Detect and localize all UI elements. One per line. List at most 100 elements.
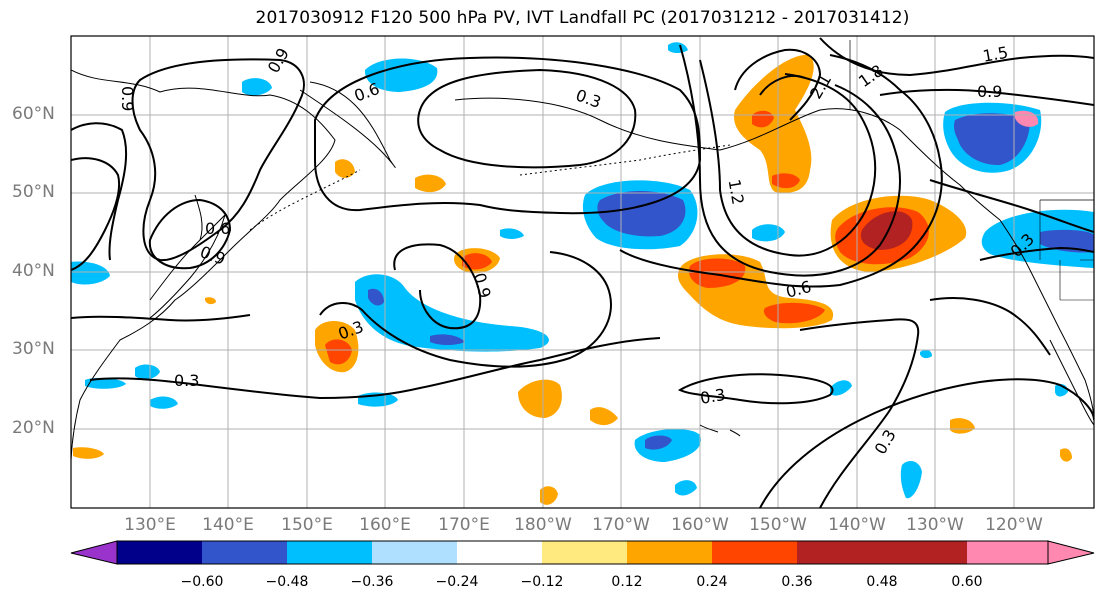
pos-anomaly-small-d <box>590 407 618 426</box>
contour-09-east <box>679 44 901 277</box>
contour-09-west-edge <box>71 122 128 261</box>
contour-09-canada <box>879 88 1094 106</box>
lat-label: 60°N <box>12 104 55 124</box>
contour-03-east-loop <box>417 68 637 169</box>
lon-label: 130°E <box>124 515 176 535</box>
contour-06-main <box>314 56 702 215</box>
colorbar-tick-label: −0.48 <box>265 574 309 590</box>
contour-03-sw-loop <box>71 314 251 322</box>
contour-06-southeast <box>799 318 920 508</box>
neg-anomaly-small-6 <box>900 460 922 499</box>
colorbar-tick-label: 0.36 <box>781 574 813 590</box>
map-frame <box>70 35 1095 509</box>
pos-anomaly-bering-red <box>752 110 800 189</box>
contour-label: 1.2 <box>725 178 748 206</box>
boundary-states <box>1039 200 1094 301</box>
pos-anomaly-170e-red <box>462 253 492 270</box>
pos-anomaly-small-h <box>1060 448 1072 462</box>
neg-anomaly-small-2 <box>242 78 272 96</box>
pos-anomaly-small-f <box>950 418 975 434</box>
neg-anomaly-small-4 <box>85 377 126 389</box>
coastline-kuril <box>249 169 361 231</box>
graticule <box>71 36 1094 508</box>
pos-anomaly-small-g <box>73 447 104 459</box>
colorbar <box>70 540 1095 565</box>
colorbar-swatch <box>117 541 202 564</box>
coastline-sakhalin <box>194 194 203 241</box>
contour-15 <box>819 37 1094 77</box>
lon-label: 170°E <box>438 515 490 535</box>
pos-anomaly-bering <box>734 54 814 193</box>
pos-anomaly-small-a <box>415 174 446 193</box>
contour-06-west <box>71 157 121 271</box>
neg-anomaly-small-11 <box>675 480 697 496</box>
coastline-asia <box>71 69 336 461</box>
colorbar-tick-label: 0.12 <box>611 574 643 590</box>
neg-anomaly-small-8 <box>500 228 524 239</box>
map-title: 2017030912 F120 500 hPa PV, IVT Landfall… <box>255 8 910 28</box>
contour-09-central-loop <box>393 243 482 330</box>
neg-anomaly-hawaii-core <box>645 435 672 450</box>
neg-anomaly-central-core <box>368 288 465 345</box>
colorbar-swatch <box>372 541 457 564</box>
colorbar-tick-label: 0.48 <box>866 574 898 590</box>
coastline-alaska <box>454 97 1001 221</box>
pos-anomaly-small-c <box>518 379 562 418</box>
lon-label: 170°W <box>592 515 650 535</box>
contour-label: 1.5 <box>981 43 1009 66</box>
contour-06-coast <box>979 246 1094 261</box>
neg-anomaly-small-14 <box>920 349 932 359</box>
colorbar-swatch <box>882 541 967 564</box>
neg-anomaly-small-3 <box>71 261 110 285</box>
contour-12 <box>699 59 877 257</box>
contour-03-canada <box>929 179 1094 233</box>
contour-03-hawaii <box>677 373 834 405</box>
contour-03-south-east <box>759 378 1094 508</box>
contour-label: 0.9 <box>118 86 137 111</box>
neg-anomaly-small-1 <box>752 224 785 242</box>
contour-03-far-se <box>929 297 1051 356</box>
pos-anomaly-west-30n-red <box>325 339 352 365</box>
lon-label: 130°W <box>906 515 964 535</box>
pos-anomaly-small-i <box>205 297 216 305</box>
coastline-kamchatka <box>299 81 396 168</box>
colorbar-swatch <box>967 541 1048 564</box>
contour-18-21 <box>734 48 822 121</box>
colorbar-tick-label: 0.24 <box>696 574 728 590</box>
colorbar-tick-label: −0.36 <box>350 574 394 590</box>
neg-anomaly-small-7 <box>830 380 852 396</box>
coastline-aleutians <box>519 144 731 176</box>
colorbar-swatch <box>627 541 712 564</box>
coastlines <box>71 40 1094 461</box>
contour-03-southwest <box>89 337 661 400</box>
colorbar-swatch <box>712 541 797 564</box>
colorbar-swatch <box>797 541 882 564</box>
colorbar-tick-label: −0.24 <box>435 574 479 590</box>
contour-03-central <box>319 251 612 368</box>
coastline-na-west <box>999 219 1094 421</box>
colorbar-arrow-outline <box>1047 540 1095 565</box>
lon-label: 120°W <box>985 515 1043 535</box>
pv-contours <box>71 37 1094 508</box>
neg-anomaly-kamchatka <box>364 58 438 92</box>
colorbar-swatch <box>202 541 287 564</box>
neg-anomaly-westcoast-core <box>1040 229 1094 253</box>
pos-anomaly-gulf-alaska-dark <box>860 211 913 250</box>
lat-label: 40°N <box>12 261 55 281</box>
lat-label: 20°N <box>12 418 55 438</box>
contour-label: 0.9 <box>977 82 1002 101</box>
coastline-baja <box>1049 339 1094 426</box>
neg-anomaly-small-9 <box>135 364 160 380</box>
lon-label: 180°W <box>514 515 572 535</box>
contour-label: 0.3 <box>699 385 727 408</box>
lat-label: 30°N <box>12 339 55 359</box>
colorbar-swatch <box>542 541 627 564</box>
contour-label: 0.3 <box>174 371 199 390</box>
lon-label: 150°E <box>281 515 333 535</box>
lon-label: 150°W <box>749 515 807 535</box>
contour-label: 0.6 <box>205 219 230 238</box>
contour-06-kurils <box>148 198 232 270</box>
colorbar-swatch <box>457 541 542 564</box>
colorbar-tick-label: 0.60 <box>951 574 983 590</box>
